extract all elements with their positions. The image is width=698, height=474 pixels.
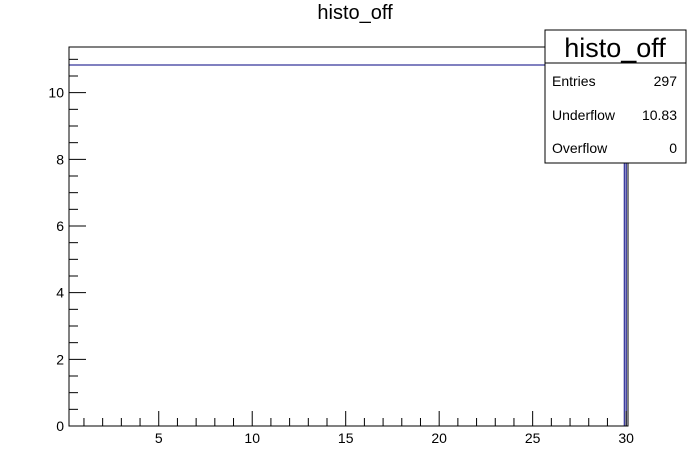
y-tick-label: 0 — [56, 418, 64, 434]
x-tick-label: 20 — [431, 430, 447, 446]
stats-title: histo_off — [564, 33, 666, 63]
stats-body-box — [544, 62, 687, 164]
x-axis: 5 10 15 20 25 30 — [83, 411, 634, 446]
x-tick-label: 15 — [338, 430, 354, 446]
x-tick-label: 5 — [155, 430, 163, 446]
stats-box: histo_off Entries 297 Underflow 10.83 Ov… — [544, 29, 687, 164]
y-tick-label: 8 — [56, 151, 64, 167]
stats-overflow-label: Overflow — [552, 140, 608, 156]
histogram-bars — [68, 64, 627, 427]
y-tick-label: 10 — [48, 85, 64, 101]
x-tick-label: 10 — [244, 430, 260, 446]
stats-underflow-label: Underflow — [552, 107, 616, 123]
y-tick-label: 6 — [56, 218, 64, 234]
chart-title: histo_off — [317, 2, 393, 24]
y-tick-label: 2 — [56, 351, 64, 367]
y-tick-label: 4 — [56, 285, 64, 301]
stats-overflow-value: 0 — [669, 140, 677, 156]
y-axis: 0 2 4 6 8 10 — [48, 58, 86, 434]
plot-frame — [68, 46, 629, 427]
histogram-bar-0 — [68, 64, 627, 427]
stats-underflow-value: 10.83 — [642, 107, 677, 123]
stats-title-box — [544, 29, 687, 64]
stats-entries-label: Entries — [552, 73, 596, 89]
stats-entries-value: 297 — [654, 73, 678, 89]
x-tick-label: 25 — [525, 430, 541, 446]
x-tick-label: 30 — [618, 430, 634, 446]
